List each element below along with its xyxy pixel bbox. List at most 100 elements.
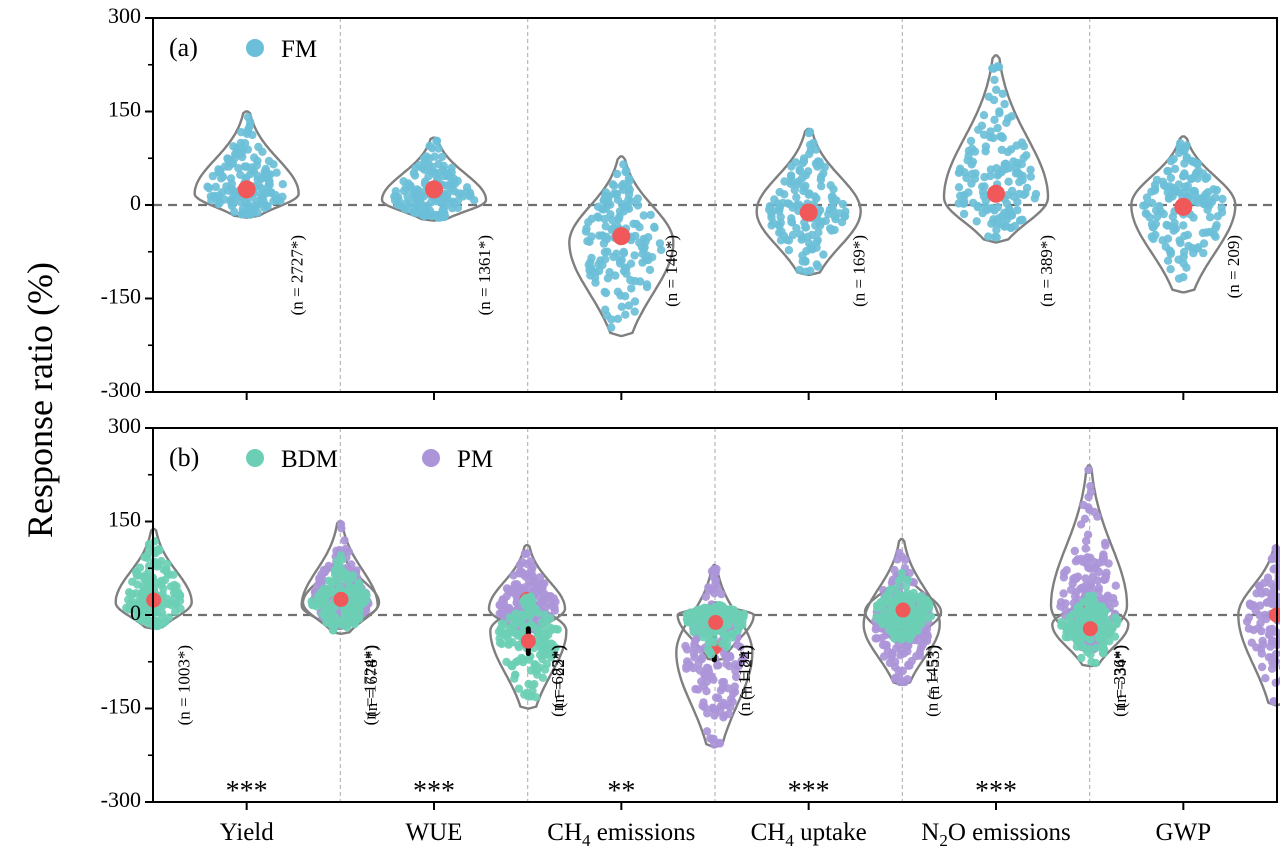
data-point [1183,181,1193,190]
data-point [1105,637,1114,646]
data-point [715,601,724,610]
data-point [1257,649,1267,658]
data-point [1002,118,1011,128]
category-label-main: GWP [1156,819,1212,846]
data-point [698,629,708,638]
data-point [1002,211,1011,220]
data-point [959,209,969,219]
y-tick-label: -300 [101,377,141,402]
violin-pm [1049,464,1129,654]
category-label: N2O emissions [921,819,1071,850]
legend-marker-fm [246,39,264,57]
data-point [1244,624,1254,633]
data-point [912,607,921,616]
data-point [1010,221,1019,231]
data-point [1070,592,1080,601]
data-point [801,223,810,232]
data-point [1094,632,1103,642]
text-layer: (n = 2727*) (n = 1361*) (n = 140*) (n = 169… [101,3,1244,850]
data-point [1091,612,1100,621]
data-point [510,674,519,683]
data-point [1213,212,1222,221]
data-point [418,163,427,173]
data-point [1265,596,1274,606]
data-point [1142,209,1151,218]
data-point [249,208,258,217]
data-point [621,167,630,177]
data-point [896,630,906,639]
data-point [1201,190,1210,199]
data-point [1110,599,1119,608]
data-point [242,162,251,171]
data-point [1076,606,1086,615]
data-point [798,159,807,168]
data-point [525,611,535,621]
data-point [437,152,447,162]
data-point [903,675,912,684]
data-point [966,136,976,146]
data-point [600,214,609,224]
data-point [511,658,521,667]
y-tick-label: -150 [101,284,141,309]
sample-size-label: (n = 1361*) [475,235,494,315]
data-point [243,112,253,122]
data-point [912,652,921,661]
data-point [609,252,618,262]
data-point [1057,621,1066,630]
data-point [236,138,246,148]
data-point [1187,156,1196,166]
data-point [683,610,692,619]
data-point [992,225,1001,235]
data-point [328,619,337,629]
data-point [425,141,434,151]
data-point [440,209,449,218]
data-point [128,577,137,586]
data-point [321,597,330,607]
data-point [434,144,443,153]
data-point [1012,141,1021,150]
data-point [707,649,716,659]
category-label-subscript: 4 [785,831,794,850]
data-point [534,638,543,647]
data-point [328,577,338,587]
data-point [776,212,785,222]
data-point [1247,601,1257,611]
data-point [582,224,591,233]
data-point [633,194,642,203]
y-axis-label: Response ratio (%) [20,262,60,538]
data-point [1013,197,1022,207]
data-point [229,142,238,151]
mean-marker [333,591,349,607]
data-point [1139,201,1148,210]
legend-label-fm: FM [281,36,317,63]
data-point [354,590,364,599]
data-point [393,192,403,202]
data-point [998,89,1007,99]
data-point [1163,234,1173,243]
data-point [597,204,607,214]
data-point [125,601,134,610]
data-point [612,169,622,179]
data-point [211,182,220,192]
data-point [1007,112,1016,121]
data-point [1187,243,1197,253]
data-point [894,596,903,605]
data-point [1193,159,1203,168]
sample-size-label: (n = 169*) [850,235,869,307]
data-point [549,648,558,658]
mean-marker [1082,621,1098,637]
data-point [241,197,250,206]
data-point [877,633,887,643]
data-point [908,626,917,635]
data-point [992,85,1001,95]
data-point [814,228,823,237]
mean-marker [895,602,911,618]
data-point [514,569,524,578]
data-point [1176,139,1185,148]
data-point [605,268,614,277]
data-point [1098,642,1107,651]
data-point [807,230,817,240]
data-point [504,640,513,649]
data-point [736,642,745,652]
data-point [924,603,934,612]
